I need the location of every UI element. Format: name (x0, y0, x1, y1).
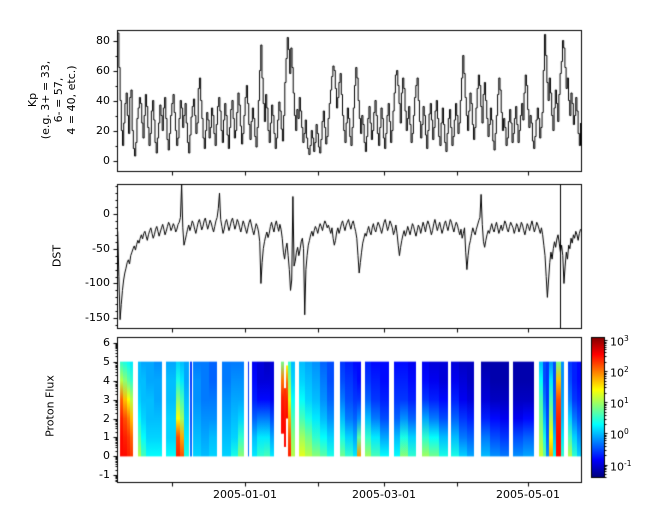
colorbar-tick-label: 10-1 (610, 459, 632, 474)
x-tick-label: 2005-01-01 (213, 488, 277, 501)
colorbar-tick-label: 102 (610, 365, 629, 380)
y-tick-label: -50 (92, 242, 110, 255)
y-tick-label: 5 (103, 355, 110, 368)
x-tick-label: 2005-05-01 (496, 488, 560, 501)
y-tick-label: -1 (99, 468, 110, 481)
x-tick-label: 2005-03-01 (352, 488, 416, 501)
y-tick-label: 60 (96, 64, 110, 77)
y-tick-label: 2 (103, 412, 110, 425)
y-tick-label: -150 (85, 311, 110, 324)
y-tick-label: 4 (103, 374, 110, 387)
y-tick-label: 1 (103, 430, 110, 443)
y-tick-label: 40 (96, 94, 110, 107)
y-tick-label: 0 (103, 154, 110, 167)
y-tick-label: 20 (96, 124, 110, 137)
colorbar-tick-label: 101 (610, 396, 629, 411)
y-tick-label: 0 (103, 207, 110, 220)
y-tick-label: 80 (96, 34, 110, 47)
y-tick-label: 0 (103, 449, 110, 462)
y-tick-label: -100 (85, 276, 110, 289)
y-tick-label: 3 (103, 393, 110, 406)
colorbar-tick-label: 103 (610, 334, 629, 349)
y-tick-label: 6 (103, 336, 110, 349)
colorbar-tick-label: 100 (610, 427, 629, 442)
